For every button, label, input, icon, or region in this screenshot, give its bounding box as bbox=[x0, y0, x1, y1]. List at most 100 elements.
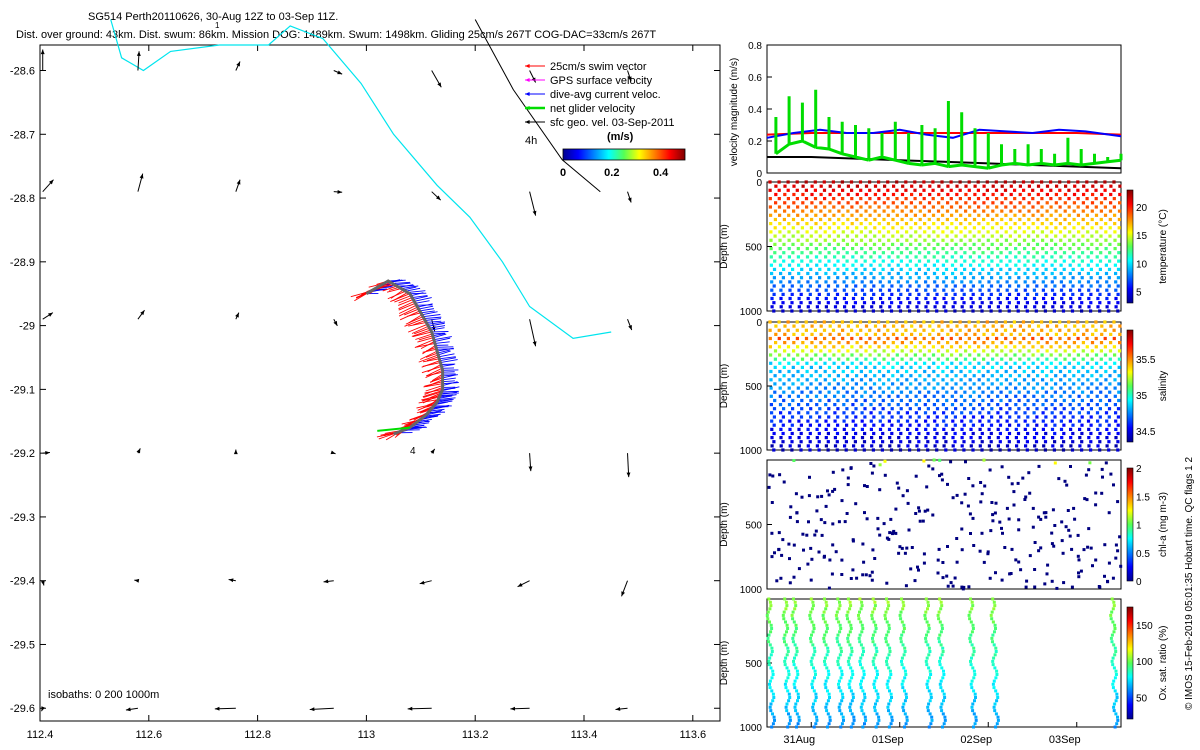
temperature-point bbox=[873, 217, 877, 222]
temperature-point bbox=[954, 234, 958, 238]
salinity-point bbox=[1107, 423, 1111, 427]
temperature-point bbox=[1107, 284, 1111, 288]
temperature-point bbox=[958, 180, 962, 184]
salinity-point bbox=[788, 419, 792, 423]
temperature-point bbox=[950, 255, 954, 259]
temperature-point bbox=[824, 271, 828, 276]
salinity-point bbox=[914, 369, 918, 374]
temperature-point bbox=[901, 184, 905, 188]
temperature-point bbox=[769, 247, 773, 251]
salinity-point bbox=[790, 431, 794, 436]
temperature-point bbox=[1032, 296, 1037, 301]
temperature-point bbox=[1022, 222, 1026, 226]
oxygen-point bbox=[876, 722, 880, 726]
temperature-point bbox=[1069, 288, 1073, 292]
salinity-point bbox=[995, 378, 999, 382]
salinity-point bbox=[1053, 423, 1057, 427]
oxygen-point bbox=[994, 627, 997, 630]
salinity-point bbox=[1052, 448, 1056, 452]
temperature-point bbox=[898, 309, 903, 313]
oxygen-point bbox=[796, 673, 800, 676]
oxygen-point bbox=[991, 682, 995, 686]
salinity-point bbox=[1072, 374, 1076, 378]
salinity-point bbox=[1031, 345, 1035, 349]
salinity-point bbox=[881, 407, 885, 411]
velocity-ylabel: velocity magnitude (m/s) bbox=[729, 58, 740, 166]
temperature-point bbox=[1117, 242, 1121, 246]
temperature-point bbox=[900, 201, 904, 205]
salinity-point bbox=[977, 369, 981, 374]
salinity-point bbox=[870, 436, 874, 440]
chl-a-point bbox=[1043, 582, 1047, 586]
salinity-point bbox=[899, 398, 903, 403]
salinity-point bbox=[1005, 394, 1009, 398]
temperature-point bbox=[868, 205, 872, 209]
temperature-point bbox=[1018, 217, 1022, 222]
temperature-point bbox=[863, 267, 867, 271]
chl-a-point bbox=[1046, 563, 1050, 567]
temperature-point bbox=[1062, 301, 1066, 305]
salinity-point bbox=[845, 407, 849, 411]
salinity-point bbox=[1014, 403, 1018, 407]
temperature-point bbox=[797, 288, 801, 292]
current-vector bbox=[426, 411, 442, 416]
chl-a-point bbox=[885, 581, 889, 585]
geo-arrow-head bbox=[615, 707, 621, 711]
legend-interval-label: 4h bbox=[525, 135, 537, 147]
temperature-point bbox=[809, 267, 813, 271]
oxygen-point bbox=[926, 630, 930, 634]
salinity-point bbox=[813, 336, 818, 341]
salinity-point bbox=[1062, 415, 1066, 419]
salinity-point bbox=[1077, 403, 1081, 407]
oxygen-point bbox=[825, 623, 829, 627]
current-vector bbox=[401, 285, 419, 290]
temperature-point bbox=[1063, 201, 1067, 205]
oxygen-frame bbox=[766, 598, 1122, 728]
salinity-point bbox=[804, 336, 809, 341]
temperature-point bbox=[819, 209, 823, 213]
temperature-point bbox=[1098, 259, 1103, 263]
temperature-point bbox=[1058, 213, 1062, 217]
temperature-point bbox=[813, 180, 817, 184]
salinity-point bbox=[781, 431, 785, 436]
chl-a-colorbar-tick: 1.5 bbox=[1136, 492, 1150, 503]
temperature-point bbox=[972, 259, 976, 263]
temperature-point bbox=[1035, 276, 1039, 280]
salinity-point bbox=[1054, 332, 1058, 336]
salinity-point bbox=[937, 332, 941, 336]
salinity-point bbox=[842, 427, 846, 431]
salinity-point bbox=[889, 448, 894, 452]
oxygen-point bbox=[767, 597, 771, 601]
salinity-point bbox=[1017, 398, 1021, 403]
temperature-point bbox=[799, 309, 803, 313]
oxygen-point bbox=[990, 617, 994, 621]
chl-a-point bbox=[982, 560, 986, 564]
temperature-point bbox=[989, 309, 993, 313]
temperature-point bbox=[922, 180, 926, 184]
temperature-point bbox=[1103, 213, 1108, 217]
salinity-point bbox=[897, 444, 901, 448]
temperature-point bbox=[1044, 259, 1048, 263]
temperature-point bbox=[917, 292, 921, 296]
geo-arrow-head bbox=[309, 707, 315, 712]
oxygen-point bbox=[794, 702, 798, 706]
salinity-point bbox=[895, 336, 899, 341]
chl-a-point bbox=[1114, 556, 1118, 560]
oxygen-point bbox=[787, 692, 791, 696]
temperature-point bbox=[859, 238, 864, 242]
temperature-point bbox=[969, 263, 973, 267]
swim-vector bbox=[386, 288, 402, 293]
salinity-point bbox=[878, 411, 882, 415]
salinity-point bbox=[987, 436, 991, 440]
salinity-point bbox=[768, 345, 772, 349]
temperature-point bbox=[864, 192, 868, 197]
salinity-point bbox=[926, 415, 930, 419]
temperature-point bbox=[1014, 247, 1018, 251]
oxygen-point bbox=[1111, 663, 1115, 667]
temperature-point bbox=[1067, 222, 1071, 226]
legend-label: net glider velocity bbox=[550, 103, 635, 115]
chl-a-point bbox=[819, 518, 823, 522]
oxygen-point bbox=[822, 617, 826, 621]
chl-a-point bbox=[1060, 539, 1064, 543]
chl-a-point bbox=[833, 487, 837, 491]
